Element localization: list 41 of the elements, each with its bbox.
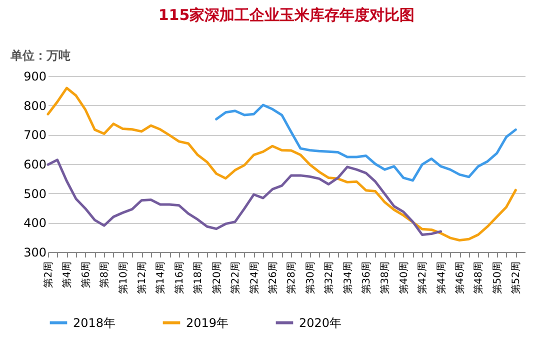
x-tick-label: 第12周: [136, 262, 148, 294]
x-tick-label: 第22周: [230, 262, 242, 294]
y-axis-title: 单位：万吨: [10, 48, 70, 62]
legend-label: 2018年: [73, 316, 116, 330]
x-tick-label: 第4周: [61, 262, 74, 288]
x-tick-label: 第32周: [323, 262, 336, 294]
x-tick-label: 第24周: [248, 262, 260, 294]
line-series: [215, 104, 517, 182]
line-series: [46, 86, 517, 242]
x-tick-label: 第42周: [416, 262, 429, 294]
x-tick-label: 第10周: [117, 262, 130, 294]
x-tick-label: 第50周: [491, 262, 504, 294]
legend-label: 2019年: [186, 316, 229, 330]
x-tick-label: 第48周: [472, 262, 485, 294]
x-tick-label: 第52周: [510, 262, 522, 294]
x-tick-label: 第28周: [286, 262, 298, 294]
x-tick-label: 第44周: [435, 262, 448, 294]
x-tick-label: 第46周: [454, 262, 466, 294]
legend-label: 2020年: [299, 316, 342, 330]
x-tick-label: 第14周: [154, 262, 167, 294]
x-tick-label: 第2周: [42, 262, 54, 288]
x-tick-label: 第38周: [379, 262, 392, 294]
x-tick-label: 第6周: [80, 262, 92, 288]
x-tick-label: 第26周: [266, 262, 279, 294]
x-tick-label: 第8周: [98, 262, 111, 288]
chart-title: 115家深加工企业玉米库存年度对比图: [158, 6, 415, 24]
y-tick-label: 800: [24, 98, 46, 113]
x-tick-label: 第18周: [192, 262, 204, 294]
y-tick-label: 700: [24, 128, 46, 142]
y-tick-label: 400: [24, 216, 46, 230]
x-tick-label: 第20周: [210, 262, 223, 294]
x-tick-label: 第36周: [360, 262, 372, 294]
y-tick-label: 300: [24, 246, 46, 260]
x-tick-label: 第34周: [342, 262, 354, 294]
x-tick-label: 第16周: [173, 262, 186, 294]
y-tick-label: 600: [24, 158, 46, 172]
y-tick-label: 500: [24, 186, 46, 201]
line-series: [46, 158, 442, 236]
y-tick-label: 900: [24, 70, 46, 84]
x-tick-label: 第40周: [398, 262, 410, 294]
x-tick-label: 第30周: [304, 262, 316, 294]
